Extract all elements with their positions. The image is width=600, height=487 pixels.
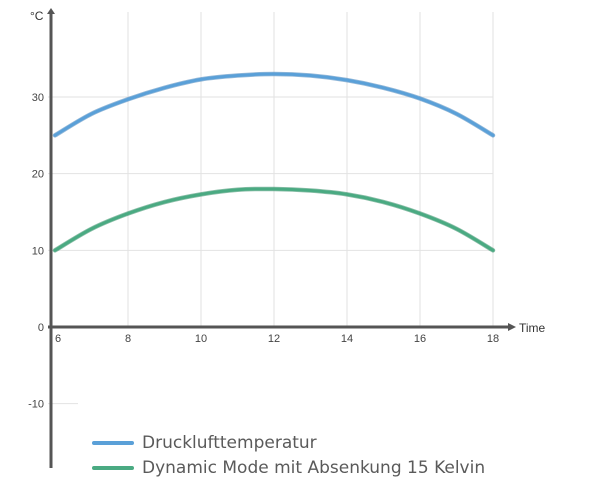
series-line-1 [53,187,495,252]
x-tick-label-18: 18 [487,333,499,345]
y-axis-arrow [47,8,55,14]
y-axis-unit: °C [30,9,44,23]
x-axis-label: Time [519,321,546,335]
legend-label-drucklufttemperatur: Drucklufttemperatur [142,432,317,453]
y-tick-label-0: 0 [38,322,44,334]
legend: Drucklufttemperatur Dynamic Mode mit Abs… [92,430,485,480]
legend-item-dynamic-mode: Dynamic Mode mit Absenkung 15 Kelvin [92,455,485,480]
x-tick-label-6: 6 [55,333,61,345]
tick-labels: 6 8 10 12 14 16 18 -10 0 10 20 30 [28,92,499,411]
y-tick-label-20: 20 [32,169,44,181]
y-tick-label-10: 10 [32,245,44,257]
x-tick-label-14: 14 [341,333,353,345]
y-tick-label--10: -10 [28,399,44,411]
series-lines [52,71,496,253]
x-tick-label-12: 12 [268,333,280,345]
x-tick-label-16: 16 [414,333,426,345]
axes [47,8,516,468]
legend-item-drucklufttemperatur: Drucklufttemperatur [92,430,485,455]
series-line-0 [53,72,495,137]
y-tick-label-30: 30 [32,92,44,104]
legend-swatch-green [92,465,134,470]
legend-swatch-blue [92,440,134,445]
x-axis-arrow [508,323,516,331]
x-tick-label-10: 10 [195,333,207,345]
x-tick-label-8: 8 [125,333,131,345]
legend-label-dynamic-mode: Dynamic Mode mit Absenkung 15 Kelvin [142,457,486,478]
